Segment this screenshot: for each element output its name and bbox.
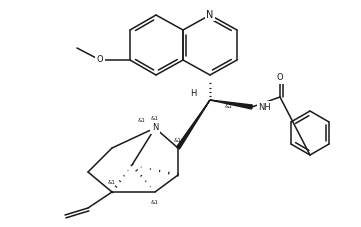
Text: O: O xyxy=(97,55,103,64)
Text: &1: &1 xyxy=(151,200,159,205)
Text: H: H xyxy=(190,89,196,98)
Text: N: N xyxy=(206,10,214,20)
Text: &1: &1 xyxy=(137,118,145,123)
Polygon shape xyxy=(210,100,252,109)
Text: O: O xyxy=(277,74,283,82)
Text: &1: &1 xyxy=(151,116,159,121)
Text: NH: NH xyxy=(258,103,271,111)
Text: N: N xyxy=(152,123,158,133)
Text: &1: &1 xyxy=(225,104,233,109)
Text: &1: &1 xyxy=(108,180,116,185)
Polygon shape xyxy=(177,100,210,149)
Text: &1: &1 xyxy=(174,138,182,143)
